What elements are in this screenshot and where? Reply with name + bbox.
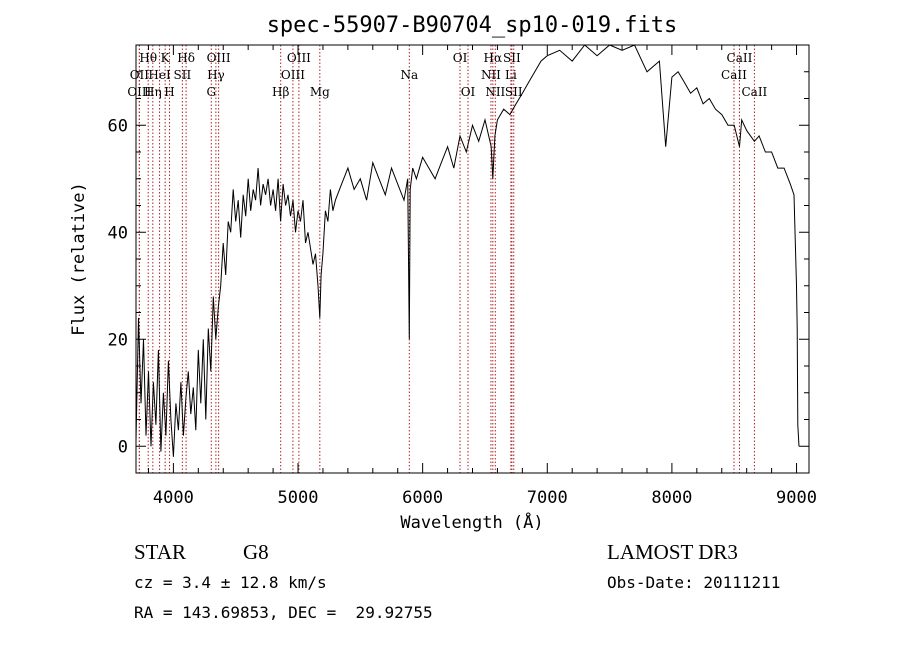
line-label-10: Hγ — [207, 68, 225, 82]
survey-name: LAMOST DR3 — [607, 540, 738, 564]
line-label-15: Mg — [310, 85, 330, 99]
line-label-24: SII — [505, 85, 523, 99]
line-label-13: OIII — [287, 51, 311, 65]
x-axis-ticks: 4000 5000 6000 7000 8000 9000 — [147, 45, 817, 508]
y-tick-label: 40 — [108, 223, 128, 243]
x-tick-label: 4000 — [153, 488, 194, 508]
y-tick-label: 20 — [108, 330, 128, 350]
line-label-7: SII — [174, 68, 192, 82]
line-label-12: Hβ — [272, 85, 289, 99]
observation-date: Obs-Date: 20111211 — [607, 573, 781, 592]
line-label-8: H — [164, 85, 174, 99]
redshift-velocity: cz = 3.4 ± 12.8 km/s — [134, 573, 327, 592]
line-label-17: OI — [453, 51, 468, 65]
y-tick-label: 60 — [108, 116, 128, 136]
x-tick-label: 8000 — [651, 488, 692, 508]
ra-dec-coordinates: RA = 143.69853, DEC = 29.92755 — [134, 603, 433, 622]
line-label-27: CaII — [741, 85, 767, 99]
line-label-21: NII — [485, 85, 505, 99]
line-label-16: Na — [400, 68, 418, 82]
line-label-4: HeI — [148, 68, 171, 82]
line-label-0: Hθ — [139, 51, 157, 65]
line-label-26: CaII — [721, 68, 747, 82]
y-axis-ticks: 0 20 40 60 — [108, 71, 809, 457]
line-label-23: Li — [505, 68, 517, 82]
line-label-11: G — [206, 85, 216, 99]
line-label-1: OII — [130, 68, 150, 82]
plot-frame — [135, 44, 810, 474]
line-label-22: SII — [503, 51, 521, 65]
line-label-6: Hδ — [177, 51, 195, 65]
y-axis-label: Flux (relative) — [69, 182, 89, 336]
line-label-20: NII — [481, 68, 501, 82]
line-label-5: Hη — [144, 85, 162, 99]
spectral-line-markers — [138, 45, 755, 473]
x-tick-label: 5000 — [278, 488, 319, 508]
line-label-9: OIII — [207, 51, 231, 65]
line-label-19: Hα — [484, 51, 503, 65]
line-label-2: OIII — [127, 85, 151, 99]
object-class: STAR — [134, 540, 186, 564]
chart-title: spec-55907-B90704_sp10-019.fits — [267, 13, 678, 38]
x-tick-label: 6000 — [402, 488, 443, 508]
x-axis-label: Wavelength (Å) — [400, 511, 543, 533]
x-tick-label: 9000 — [776, 488, 817, 508]
line-label-3: K — [161, 51, 171, 65]
spectrum-series-line — [135, 44, 800, 457]
line-label-18: OI — [461, 85, 476, 99]
object-subclass: G8 — [243, 540, 269, 564]
x-tick-label: 7000 — [527, 488, 568, 508]
line-label-25: CaII — [727, 51, 753, 65]
y-tick-label: 0 — [118, 437, 128, 457]
line-label-14: OIII — [281, 68, 305, 82]
